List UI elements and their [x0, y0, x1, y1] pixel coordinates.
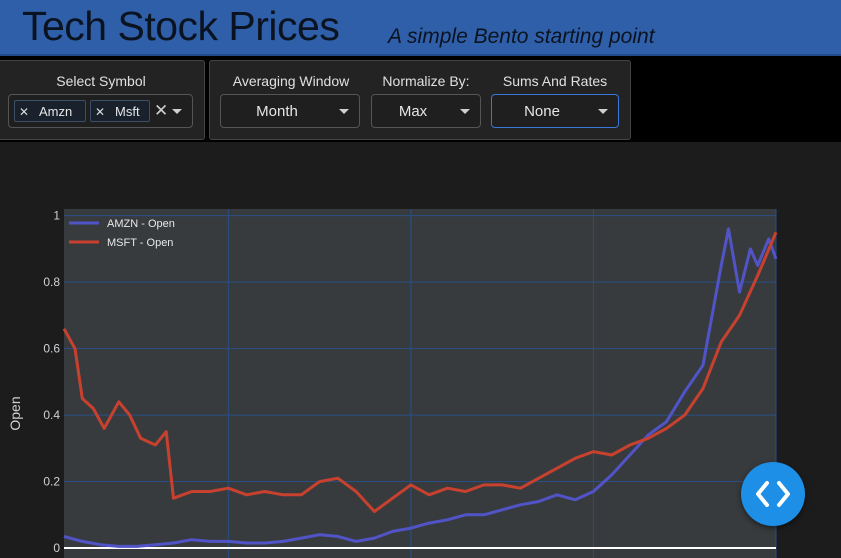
normalize-by-value: Max [398, 103, 428, 120]
series-line-amzn [63, 227, 778, 548]
symbol-tag-label: Amzn [39, 104, 73, 119]
y-tick-label: 0.2 [43, 475, 60, 489]
chart-area: 00.20.40.60.812005201020152020OpenAMZN -… [0, 142, 841, 558]
symbol-card: Select Symbol ✕ Amzn ✕ Msft ✕ [0, 60, 205, 140]
code-brackets-icon [756, 481, 790, 507]
series-line-msft [62, 231, 778, 513]
page-subtitle: A simple Bento starting point [388, 25, 655, 48]
page-title: Tech Stock Prices [22, 3, 340, 49]
chevron-down-icon [460, 109, 470, 114]
averaging-window-select[interactable]: Month [220, 94, 360, 128]
legend-label: MSFT - Open [107, 237, 173, 249]
remove-tag-icon[interactable]: ✕ [18, 105, 30, 119]
sums-and-rates-select[interactable]: None [491, 94, 619, 128]
y-tick-label: 1 [53, 209, 60, 223]
symbol-label: Select Symbol [56, 73, 146, 89]
code-toggle-button[interactable] [741, 462, 805, 526]
averaging-window-value: Month [256, 103, 298, 120]
legend-label: AMZN - Open [107, 218, 175, 230]
plot-background [64, 209, 776, 558]
symbol-tag-msft: ✕ Msft [90, 100, 150, 122]
y-tick-label: 0.6 [43, 342, 60, 356]
y-axis-title: Open [7, 396, 23, 430]
y-tick-label: 0.4 [43, 408, 60, 422]
stock-chart[interactable]: 00.20.40.60.812005201020152020OpenAMZN -… [0, 142, 841, 558]
chevron-down-icon [598, 109, 608, 114]
normalize-by-select[interactable]: Max [371, 94, 481, 128]
options-card: Averaging Window Month Normalize By: Max… [209, 60, 631, 140]
chevron-down-icon [339, 109, 349, 114]
sums-and-rates-value: None [524, 103, 560, 120]
y-tick-label: 0 [53, 541, 60, 555]
chevron-down-icon[interactable] [172, 109, 182, 114]
averaging-window-label: Averaging Window [232, 73, 350, 89]
sums-and-rates-label: Sums And Rates [502, 73, 608, 89]
clear-all-icon[interactable]: ✕ [154, 101, 169, 120]
y-tick-label: 0.8 [43, 275, 60, 289]
app-header: Tech Stock Prices A simple Bento startin… [0, 0, 841, 56]
controls-bar: Select Symbol ✕ Amzn ✕ Msft ✕ Averaging … [0, 56, 841, 142]
remove-tag-icon[interactable]: ✕ [94, 105, 106, 119]
symbol-multiselect[interactable]: ✕ Amzn ✕ Msft ✕ [8, 94, 193, 128]
normalize-by-label: Normalize By: [382, 73, 470, 89]
symbol-tag-label: Msft [115, 104, 140, 119]
symbol-tag-amzn: ✕ Amzn [14, 100, 86, 122]
